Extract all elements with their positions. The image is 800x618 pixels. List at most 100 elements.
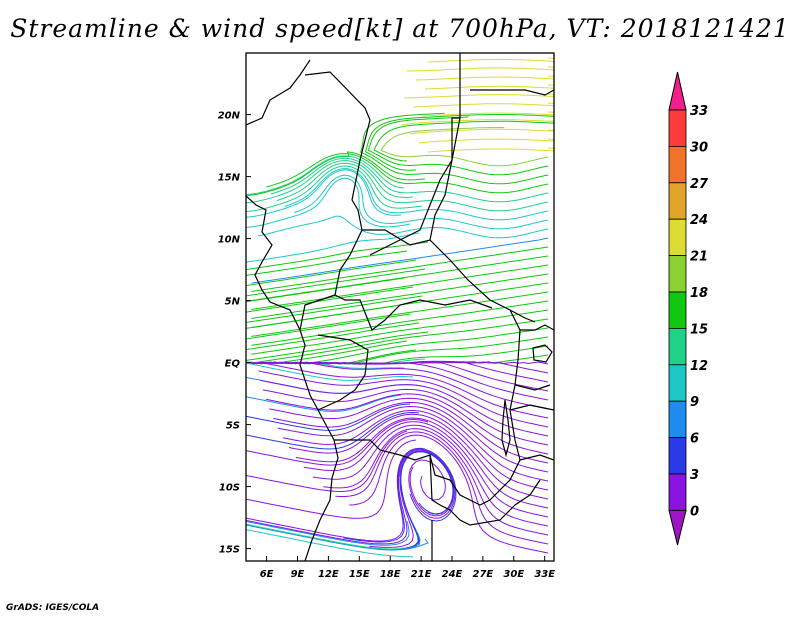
streamline: [251, 318, 549, 364]
streamline: [427, 148, 554, 153]
lon-label: 9E: [291, 569, 305, 580]
colorbar-label: 30: [690, 140, 708, 155]
streamline: [282, 410, 549, 491]
streamline: [246, 177, 411, 228]
streamline: [284, 168, 549, 221]
colorbar-label: 15: [690, 322, 708, 337]
streamline: [403, 94, 554, 99]
border-car: [362, 229, 536, 323]
streamline: [400, 119, 554, 126]
streamline: [380, 126, 549, 167]
lon-label: 15E: [349, 569, 370, 580]
lake-victoria: [532, 344, 553, 363]
border-angola-zambia: [429, 454, 541, 561]
streamline: [246, 250, 408, 276]
streamline: [369, 450, 455, 548]
colorbar-segment: [668, 327, 687, 366]
streamline: [276, 162, 549, 212]
streamline: [360, 112, 549, 185]
grads-credit: GrADS: IGES/COLA: [6, 603, 100, 613]
colorbar-label: 18: [690, 286, 708, 301]
border-cameroon: [299, 199, 363, 331]
streamline: [246, 524, 429, 551]
streamline: [246, 457, 408, 545]
streamline: [246, 155, 405, 196]
lat-label: 15S: [219, 545, 240, 556]
streamline: [246, 331, 429, 361]
lat-label: 20N: [218, 111, 241, 122]
streamline: [547, 129, 554, 131]
streamline: [547, 147, 554, 149]
border-sahara: [304, 53, 461, 256]
streamline: [547, 66, 554, 68]
streamline: [427, 58, 554, 63]
chart-title: Streamline & wind speed[kt] at 700hPa, V…: [10, 14, 790, 43]
lon-label: 21E: [411, 569, 432, 580]
lon-label: 33E: [534, 569, 555, 580]
lon-label: 30E: [503, 569, 524, 580]
streamline: [424, 85, 554, 90]
border-drc-east: [489, 309, 521, 501]
lon-label: 27E: [473, 569, 494, 580]
lat-label: 5S: [226, 421, 240, 432]
streamline: [412, 103, 554, 108]
map-axes: 6E 9E 12E 15E 18E 21E 24E 27E 30E 33E 20N 15N 10N 5N E…: [218, 111, 556, 580]
streamline: [251, 246, 549, 292]
streamline: [246, 418, 429, 466]
streamline: [303, 421, 549, 518]
colorbar-segment: [668, 145, 687, 184]
streamline: [406, 67, 554, 72]
colorbar-segment: [668, 109, 687, 147]
streamline: [246, 232, 420, 263]
streamline: [547, 57, 554, 59]
streamline: [260, 379, 549, 437]
colorbar-label: 24: [690, 213, 708, 228]
streamline: [251, 264, 549, 310]
colorbar-label: 3: [690, 468, 699, 483]
lat-label: 15N: [218, 173, 241, 184]
colorbar-top-arrow: [668, 71, 687, 111]
streamline: [246, 241, 429, 271]
colorbar-label: 6: [690, 432, 699, 447]
lon-label: 24E: [442, 569, 463, 580]
streamline: [288, 413, 549, 500]
lon-label: 6E: [260, 569, 274, 580]
colorbar-label: 12: [690, 359, 708, 374]
colorbar-segment: [668, 437, 687, 475]
streamline: [367, 116, 549, 176]
streamline: [257, 215, 549, 239]
streamline: [273, 402, 549, 473]
streamline: [312, 424, 549, 527]
streamline: [349, 434, 549, 554]
streamline: [246, 160, 414, 204]
streamline: [246, 295, 423, 323]
streamline: [415, 76, 554, 81]
colorbar-segment: [668, 364, 687, 402]
streamline: [251, 273, 549, 319]
border-chad-sudan: [429, 89, 554, 241]
streamline: [251, 237, 549, 284]
streamline: [246, 259, 417, 287]
colorbar-label: 9: [690, 395, 699, 410]
colorbar-segment: [668, 291, 687, 329]
streamline: [246, 268, 426, 297]
colorbar-label: 33: [690, 104, 708, 119]
colorbar-segment: [668, 218, 687, 256]
colorbar-segment: [668, 255, 687, 293]
streamline: [295, 417, 549, 509]
plot-frame: [245, 52, 555, 562]
streamline: [265, 393, 549, 455]
lat-label: EQ: [225, 359, 241, 370]
lat-label: 10N: [218, 235, 241, 246]
lake-tanganyika: [501, 399, 511, 458]
streamline: [373, 120, 554, 162]
colorbar-label: 0: [690, 504, 699, 519]
streamline: [246, 403, 411, 431]
streamline: [246, 286, 414, 313]
streamline: [409, 128, 554, 135]
streamline: [335, 431, 549, 545]
streamline: [398, 449, 456, 519]
streamline: [364, 114, 554, 171]
streamline: [246, 304, 402, 329]
